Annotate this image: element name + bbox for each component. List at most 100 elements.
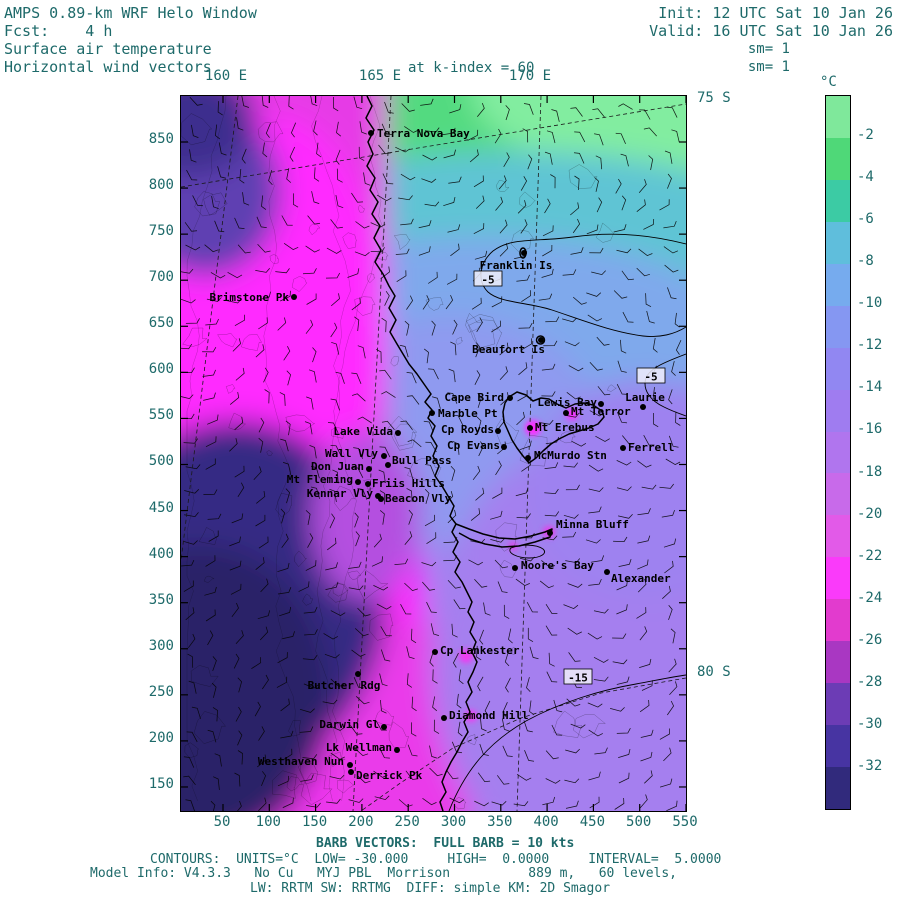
terrain-contour (203, 192, 228, 216)
x-axis-tick-label: 550 (672, 814, 698, 830)
wind-barb (450, 243, 460, 257)
coastline (365, 96, 605, 811)
x-axis-tick-label: 500 (626, 814, 652, 830)
wind-barb (379, 446, 391, 458)
station-label: Terra Nova Bay (377, 127, 470, 140)
wind-barb (406, 673, 413, 688)
terrain-contour (367, 273, 376, 284)
wind-barb (379, 510, 385, 525)
station-markers: Terra Nova Bay Franklin Is Brimstone Pk Bea… (210, 127, 675, 782)
wind-barb (406, 395, 420, 405)
wind-barb (652, 337, 658, 353)
wind-barb (353, 677, 364, 689)
ross-island-coast (502, 391, 605, 464)
wind-barb (451, 623, 458, 638)
wind-barb (499, 366, 508, 380)
station-dot (441, 715, 447, 721)
y-axis-tick-label: 850 (148, 131, 174, 147)
wind-barb (492, 487, 503, 499)
wind-barb (398, 195, 413, 201)
wind-barb (210, 800, 216, 811)
barb-legend: BARB VECTORS: FULL BARB = 10 kts (316, 836, 575, 851)
wind-barb (544, 151, 553, 165)
wind-barb (303, 683, 319, 689)
wind-barb (191, 124, 199, 138)
wind-barb (637, 460, 652, 468)
wind-barb (406, 372, 417, 384)
station-dot (547, 530, 553, 536)
y-axis-tick-label: 450 (148, 499, 174, 516)
wind-barb (594, 747, 608, 755)
longitude-label: 165 E (358, 68, 402, 84)
wind-barb (659, 728, 670, 740)
wind-barb (475, 342, 481, 358)
y-axis-tick-label: 300 (148, 637, 174, 654)
wind-barb (303, 606, 318, 614)
wind-barb (298, 581, 310, 592)
wind-barb (495, 196, 504, 211)
wind-barb (425, 464, 435, 476)
wind-barb (620, 153, 629, 167)
wind-barb (251, 657, 262, 670)
wind-barb (405, 770, 419, 780)
wind-barb (229, 536, 241, 547)
wind-barb (254, 701, 261, 717)
wind-barb (257, 754, 267, 768)
k-index-label: at k-index = 60 (408, 60, 535, 76)
wind-barb (335, 149, 341, 165)
wind-barb (564, 778, 580, 784)
wind-barb (543, 340, 558, 347)
wind-barb (237, 482, 245, 498)
ellipse-shape (472, 96, 686, 176)
terrain-contour (198, 527, 218, 545)
wind-barb (664, 150, 673, 164)
ellipse-shape (181, 546, 331, 811)
wind-barb (183, 580, 194, 592)
y-axis-tick-label: 350 (148, 591, 174, 608)
wind-barb (667, 287, 677, 300)
y-axis-tick-label: 500 (148, 453, 174, 470)
wind-barb (277, 562, 290, 573)
terrain-contour (606, 384, 618, 392)
wind-barb (280, 290, 291, 302)
wind-barb (280, 438, 289, 452)
station-dot (512, 565, 518, 571)
wind-barb (314, 167, 320, 182)
colorbar-tick-label: -32 (857, 757, 883, 774)
wind-barb (542, 796, 556, 806)
wind-barb (187, 653, 194, 668)
wind-barb (207, 729, 217, 743)
wind-barb (229, 560, 242, 571)
wind-barb (666, 106, 678, 118)
wind-barb (570, 723, 586, 729)
colorbar-tick-label: -4 (857, 169, 874, 186)
wind-barb (593, 608, 609, 614)
wind-barb (305, 510, 311, 525)
wind-barb (542, 225, 554, 237)
wind-barb (289, 146, 296, 162)
wind-barb (400, 420, 413, 431)
station-dot (507, 395, 513, 401)
station-dot (381, 453, 387, 459)
terrain-contour (347, 570, 362, 580)
wind-barb (211, 682, 217, 698)
wind-barb (450, 466, 456, 482)
terrain-contour (363, 479, 376, 491)
wind-barb (474, 578, 488, 588)
wind-barb (542, 244, 553, 257)
wind-barb (675, 411, 681, 426)
meridian-165e (352, 96, 392, 811)
wind-barb (373, 585, 389, 591)
wind-barb (447, 224, 461, 233)
wind-barb (232, 338, 242, 352)
wind-barb (183, 775, 196, 786)
wind-barb (475, 195, 485, 209)
wind-barb (562, 269, 577, 276)
wind-barb (396, 270, 407, 283)
wind-barb (529, 646, 539, 660)
wind-barb (452, 319, 458, 335)
wind-barb (275, 268, 290, 274)
wind-barb (448, 176, 462, 184)
wind-barb (358, 146, 365, 161)
